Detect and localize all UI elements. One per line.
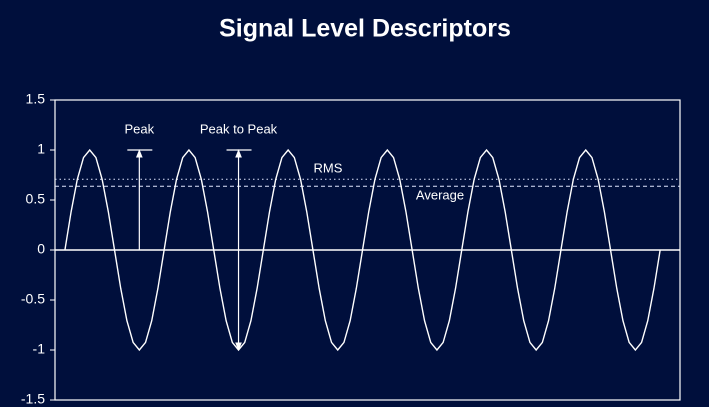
annotation-label: Peak [125, 121, 155, 136]
y-tick-label: 0 [37, 241, 45, 257]
y-tick-label: 0.5 [26, 191, 46, 207]
annotation-label: Peak to Peak [200, 121, 278, 136]
y-tick-label: -1 [33, 341, 46, 357]
y-tick-label: -1.5 [21, 391, 45, 407]
y-tick-label: 1.5 [26, 91, 46, 107]
signal-line [64, 148, 661, 352]
reference-label: Average [416, 188, 464, 203]
chart-title: Signal Level Descriptors [219, 15, 511, 43]
y-tick-label: -0.5 [21, 291, 45, 307]
reference-label: RMS [314, 161, 343, 176]
y-tick-label: 1 [37, 141, 45, 157]
